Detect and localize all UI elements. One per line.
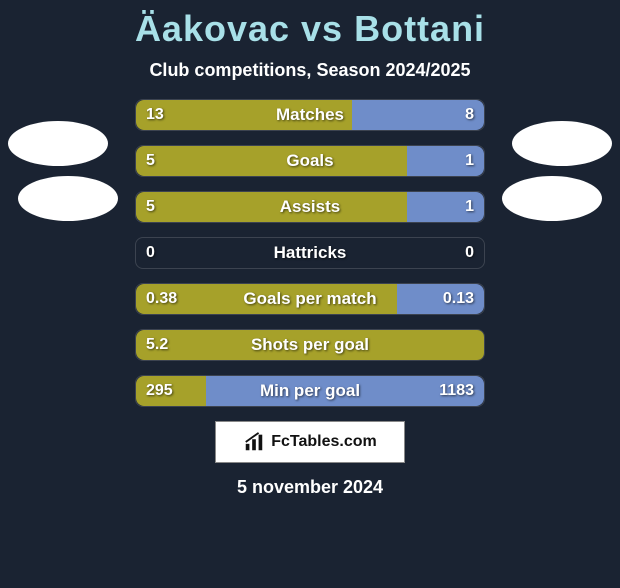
chart-icon bbox=[243, 431, 265, 453]
page-title: Äakovac vs Bottani bbox=[0, 8, 620, 50]
date-text: 5 november 2024 bbox=[0, 477, 620, 498]
stat-row: 51Assists bbox=[135, 191, 485, 223]
subtitle: Club competitions, Season 2024/2025 bbox=[0, 60, 620, 81]
stats-container: 138Matches 51Goals 51Assists 00Hattricks 0.3… bbox=[135, 99, 485, 407]
brand-badge: FcTables.com bbox=[215, 421, 405, 463]
stat-label: Hattricks bbox=[136, 238, 484, 268]
player2-avatar-placeholder-2 bbox=[502, 176, 602, 221]
stat-row: 0.380.13Goals per match bbox=[135, 283, 485, 315]
player2-avatar-placeholder-1 bbox=[512, 121, 612, 166]
player1-avatar-placeholder-2 bbox=[18, 176, 118, 221]
stat-row: 2951183Min per goal bbox=[135, 375, 485, 407]
stat-row: 00Hattricks bbox=[135, 237, 485, 269]
player1-avatar-placeholder-1 bbox=[8, 121, 108, 166]
stat-label: Goals per match bbox=[136, 284, 484, 314]
stat-label: Min per goal bbox=[136, 376, 484, 406]
brand-text: FcTables.com bbox=[271, 433, 377, 451]
stat-label: Shots per goal bbox=[136, 330, 484, 360]
stat-row: 5.2Shots per goal bbox=[135, 329, 485, 361]
stat-label: Matches bbox=[136, 100, 484, 130]
stat-label: Goals bbox=[136, 146, 484, 176]
stat-row: 51Goals bbox=[135, 145, 485, 177]
stat-label: Assists bbox=[136, 192, 484, 222]
stat-row: 138Matches bbox=[135, 99, 485, 131]
